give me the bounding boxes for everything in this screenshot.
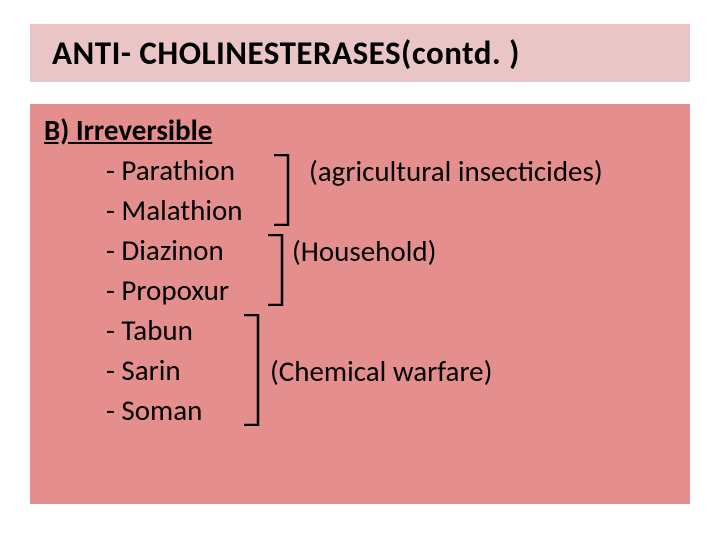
list-item: - Malathion bbox=[44, 190, 676, 230]
drug-name: - Parathion bbox=[44, 152, 269, 188]
drug-name: - Sarin bbox=[44, 352, 269, 388]
drug-name: - Diazinon bbox=[44, 232, 269, 268]
list-item: - Tabun bbox=[44, 310, 676, 350]
group-bracket bbox=[266, 234, 288, 306]
group-label: (Household) bbox=[292, 233, 436, 269]
list-item: - Soman bbox=[44, 390, 676, 430]
drug-name: - Tabun bbox=[44, 312, 269, 348]
group-label: (Chemical warfare) bbox=[270, 353, 492, 389]
drug-list: - Parathion - Malathion - Diazinon - Propox… bbox=[44, 150, 676, 430]
group-label: (agricultural insecticides) bbox=[309, 153, 603, 189]
slide: ANTI- CHOLINESTERASES(contd. ) B) Irreve… bbox=[0, 0, 720, 540]
group-bracket bbox=[272, 154, 294, 226]
title-box: ANTI- CHOLINESTERASES(contd. ) bbox=[30, 24, 690, 82]
content-box: B) Irreversible - Parathion- Malathion- … bbox=[30, 104, 690, 504]
drug-name: - Soman bbox=[44, 392, 269, 428]
list-item: - Propoxur bbox=[44, 270, 676, 310]
subheading: B) Irreversible bbox=[44, 112, 676, 148]
slide-title: ANTI- CHOLINESTERASES(contd. ) bbox=[52, 33, 520, 73]
group-bracket bbox=[242, 314, 264, 426]
drug-name: - Malathion bbox=[44, 192, 269, 228]
drug-name: - Propoxur bbox=[44, 272, 269, 308]
